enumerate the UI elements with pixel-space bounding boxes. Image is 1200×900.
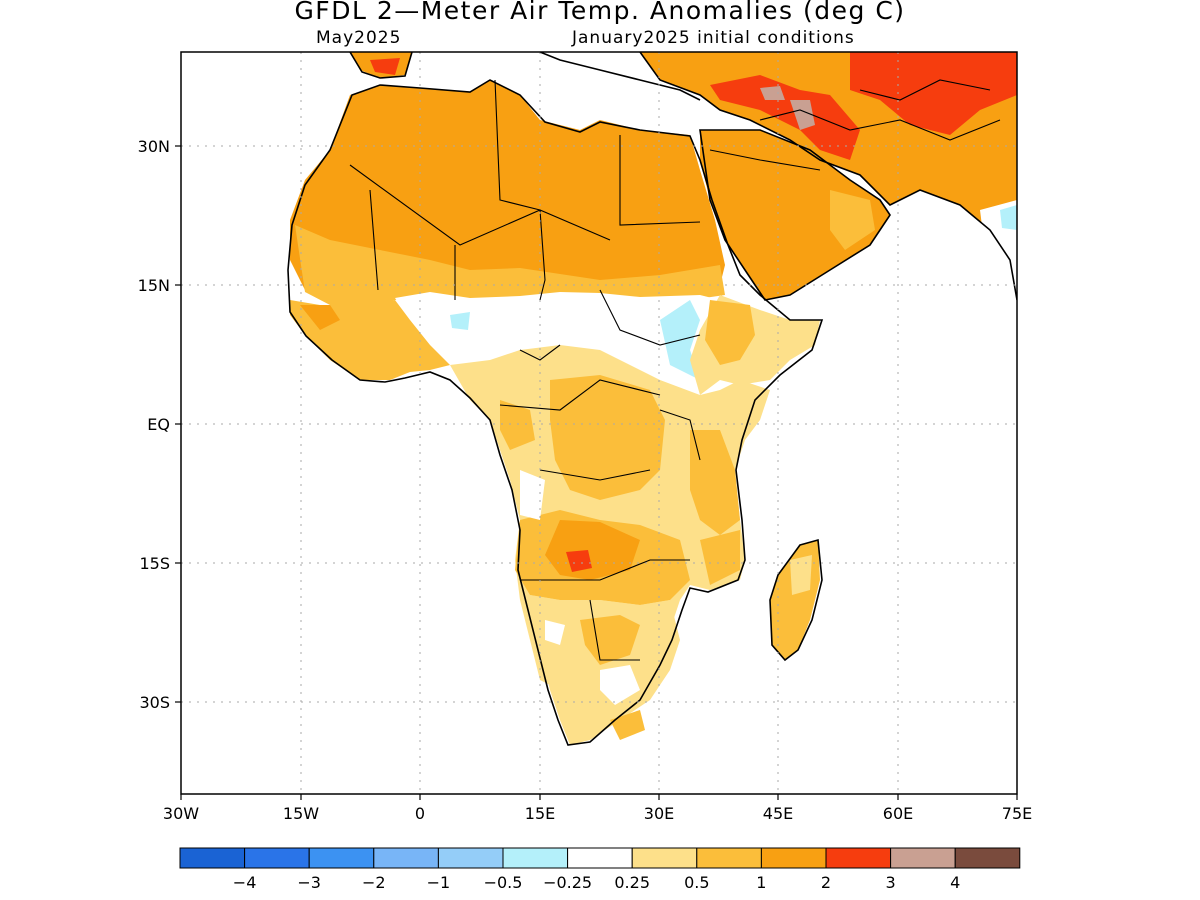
- colorbar-swatch: [437, 847, 504, 869]
- colorbar-swatch: [760, 847, 827, 869]
- lat-label-15s: 15S: [139, 554, 170, 573]
- colorbar-label: 3: [886, 873, 896, 892]
- colorbar-label: −3: [297, 873, 321, 892]
- colorbar-label: 4: [950, 873, 960, 892]
- colorbar-swatch: [954, 847, 1021, 869]
- colorbar-label: 1: [756, 873, 766, 892]
- lon-label-30w: 30W: [163, 804, 199, 823]
- lon-label-15e: 15E: [525, 804, 555, 823]
- lon-label-0: 0: [415, 804, 425, 823]
- colorbar-swatch: [373, 847, 439, 869]
- colorbar-swatch: [567, 847, 633, 869]
- colorbar-swatch: [631, 847, 698, 869]
- colorbar-swatch: [179, 847, 246, 869]
- coastlines: [287, 52, 1017, 746]
- colorbar-swatch: [244, 847, 310, 869]
- colorbar-label: 2: [821, 873, 831, 892]
- colorbar-swatch: [825, 847, 892, 869]
- map-border: [180, 51, 1018, 795]
- gridlines: [181, 52, 1017, 794]
- lon-label-15w: 15W: [283, 804, 319, 823]
- colorbar: −4 −3 −2 −1 −0.5 −0.25 0.25 0.5 1 2 3 4: [179, 847, 1021, 892]
- colorbar-swatch: [502, 847, 569, 869]
- map-title: GFDL 2—Meter Air Temp. Anomalies (deg C): [294, 0, 906, 25]
- colorbar-label: −2: [362, 873, 386, 892]
- valid-month: May2025: [316, 28, 402, 48]
- colorbar-label: −4: [233, 873, 257, 892]
- colorbar-swatch: [890, 847, 956, 869]
- lat-label-30s: 30S: [139, 693, 170, 712]
- lat-label-30n: 30N: [138, 137, 170, 156]
- colorbar-label: −0.25: [543, 873, 592, 892]
- colorbar-label: −0.5: [484, 873, 523, 892]
- country-borders: [349, 79, 1001, 661]
- lon-label-30e: 30E: [644, 804, 674, 823]
- initial-conditions: January2025 initial conditions: [572, 28, 855, 48]
- colorbar-label: −1: [427, 873, 451, 892]
- colorbar-label: 0.5: [684, 873, 709, 892]
- anomaly-field: [290, 52, 1017, 745]
- colorbar-swatch: [696, 847, 762, 869]
- colorbar-swatch: [308, 847, 375, 869]
- colorbar-label: 0.25: [614, 873, 650, 892]
- lon-label-60e: 60E: [883, 804, 913, 823]
- lat-label-15n: 15N: [138, 276, 170, 295]
- axis-ticks: [175, 145, 1018, 800]
- lat-label-eq: EQ: [147, 415, 170, 434]
- lon-label-75e: 75E: [1002, 804, 1032, 823]
- lon-label-45e: 45E: [763, 804, 793, 823]
